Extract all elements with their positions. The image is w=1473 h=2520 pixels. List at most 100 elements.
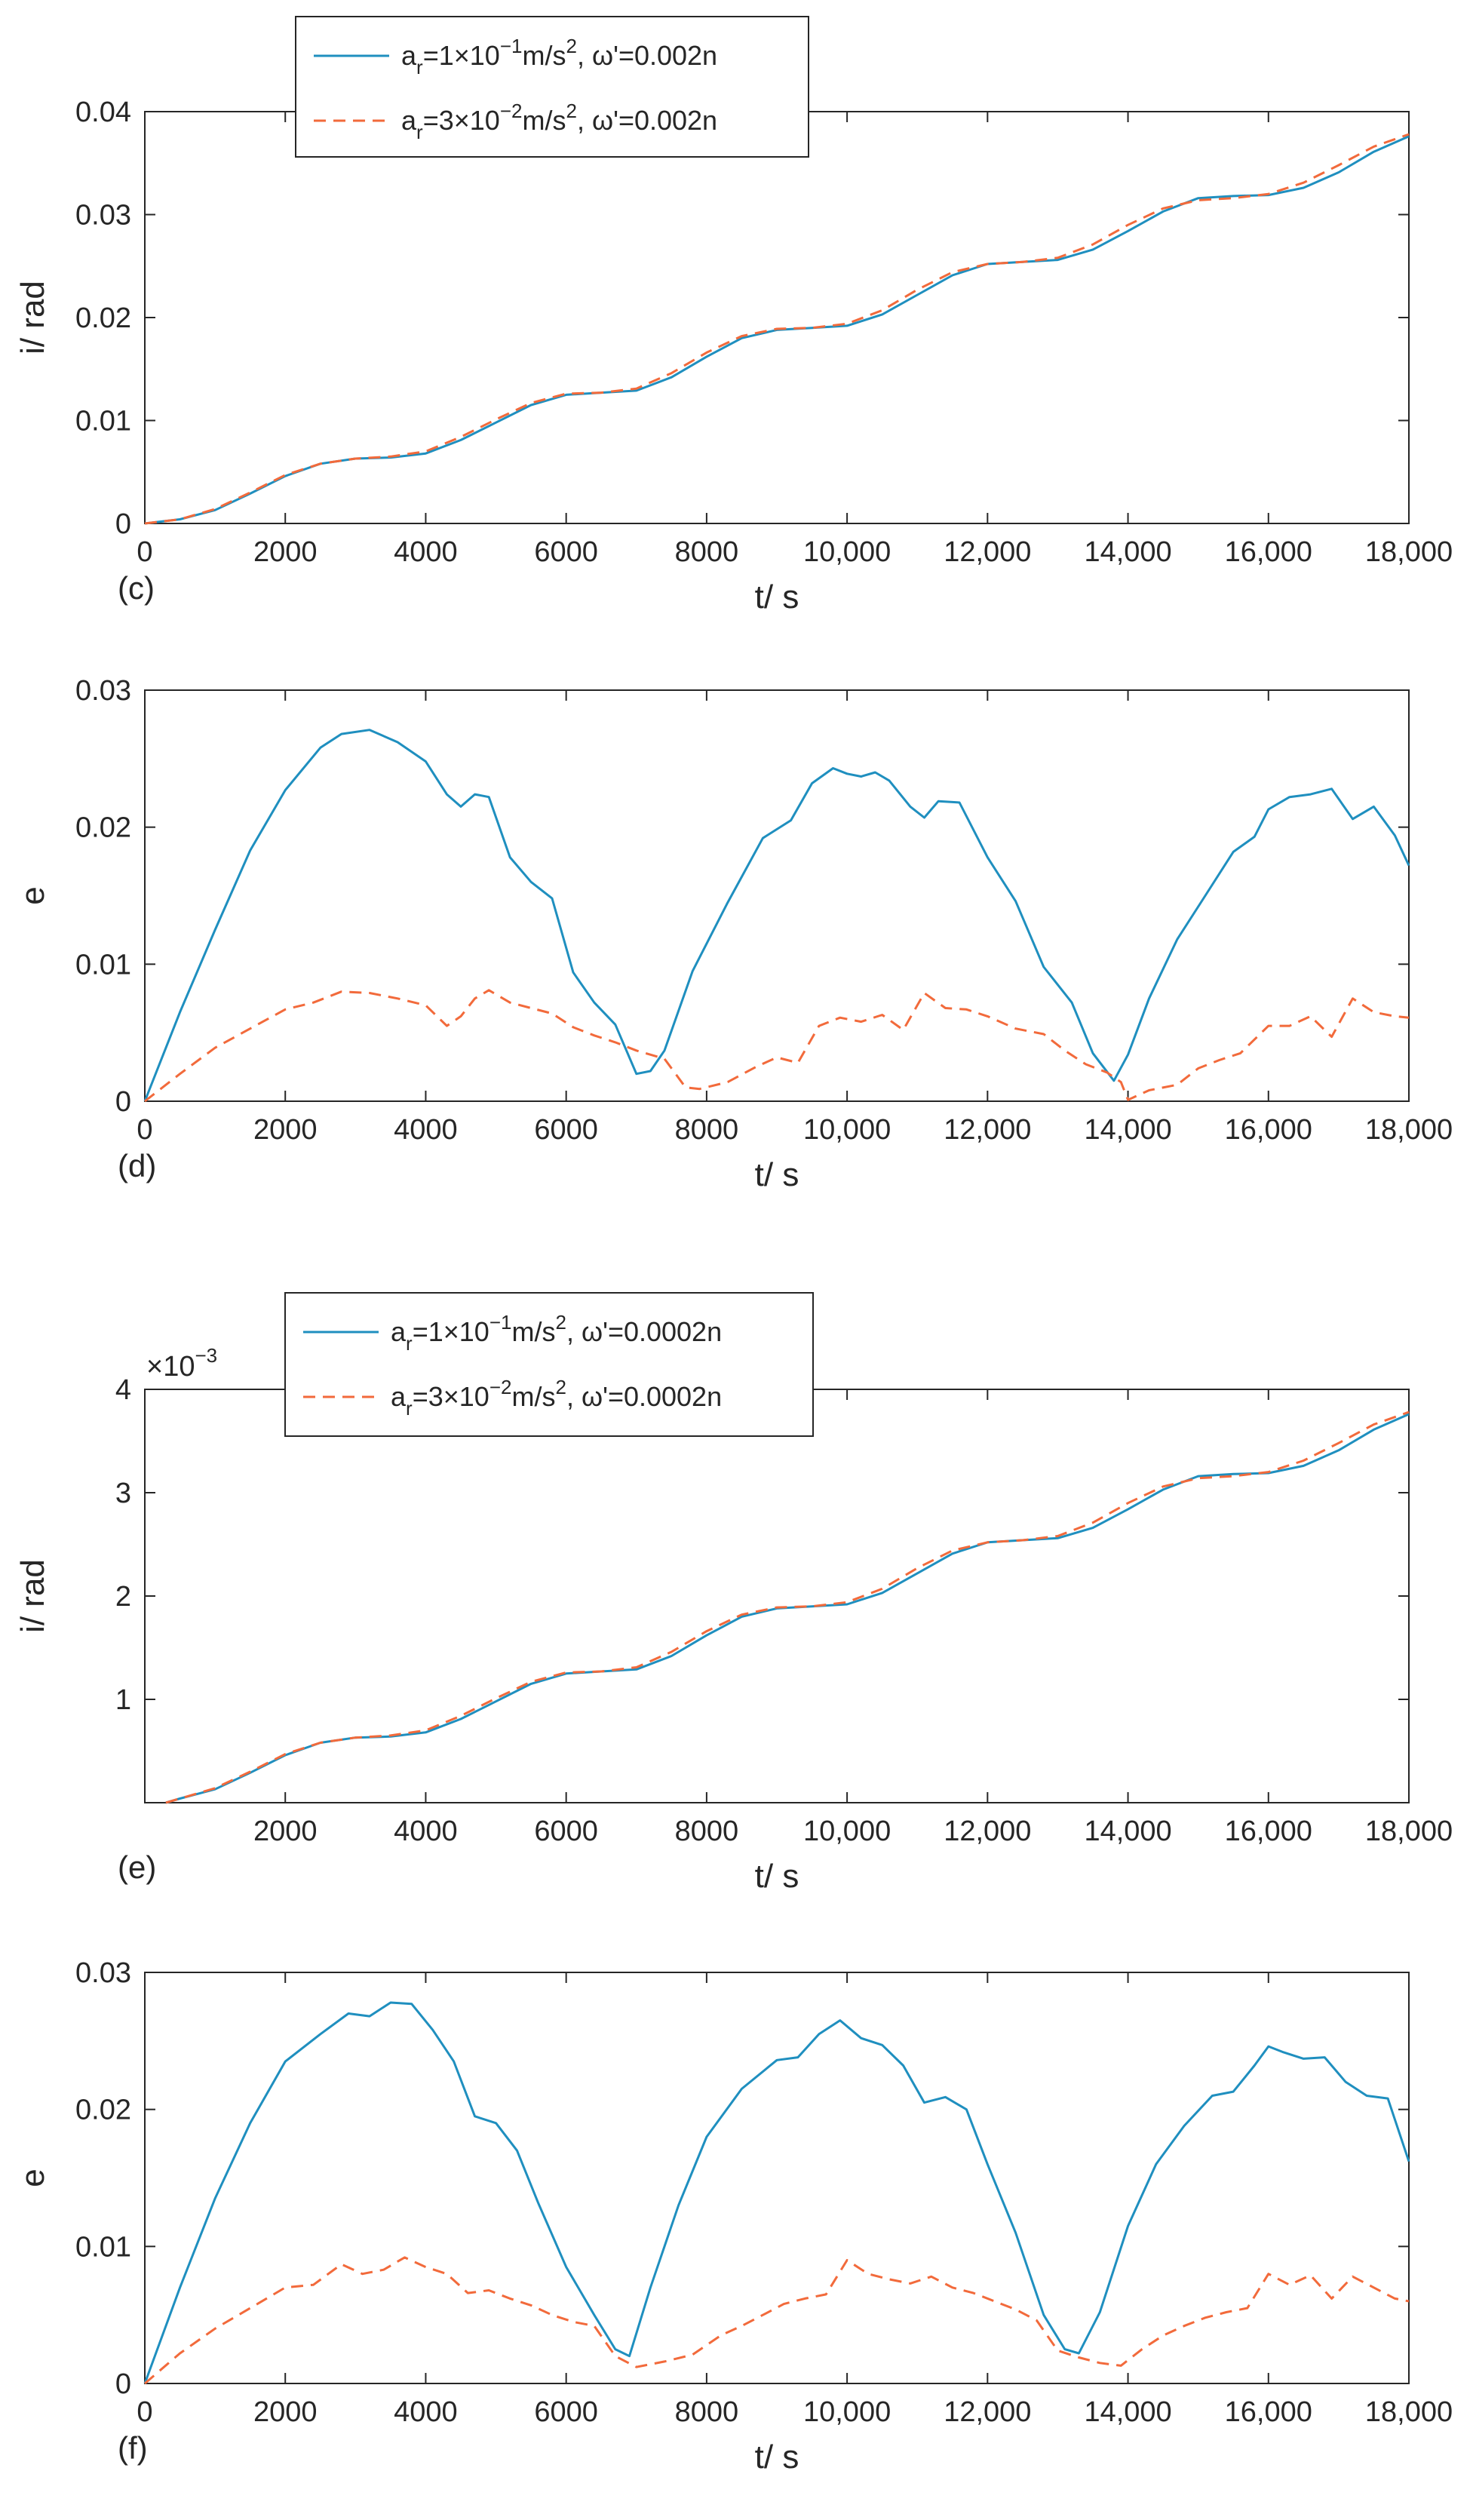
y-axis-label: e [14,2169,51,2187]
x-tick-label: 16,000 [1225,2396,1312,2428]
x-axis-label: t/ s [755,2439,799,2475]
x-tick-label: 10,000 [803,1816,891,1847]
legend-subscript: r [406,1397,413,1420]
y-tick-label: 0.03 [75,675,131,707]
x-tick-label: 12,000 [944,1816,1031,1847]
y-tick-label: 0.04 [75,97,131,128]
series-line-solid [143,729,1410,1102]
legend-entry-label: ar=1×10−1m/s2, ω'=0.0002n [391,1311,722,1355]
legend-omega: , ω'=0.0002n [566,1381,722,1412]
legend-box [284,1292,814,1437]
legend-entry-label: ar=3×10−2m/s2, ω'=0.0002n [391,1376,722,1420]
legend-exponent: −2 [500,100,523,122]
legend-subscript: r [416,121,423,143]
legend-coefficient: =1×10 [413,1316,489,1347]
legend-unit-exponent: 2 [555,1376,566,1398]
x-tick-label: 6000 [534,536,598,568]
legend-entry-label: ar=1×10−1m/s2, ω'=0.002n [401,35,717,78]
series-line-dashed [144,989,1410,1103]
x-tick-label: 4000 [394,536,458,568]
y-tick-label: 0.01 [75,2231,131,2263]
y-tick-label: 0.01 [75,406,131,437]
y-tick-label: 4 [115,1374,131,1406]
x-tick-label: 16,000 [1225,536,1312,568]
legend-subscript: r [416,56,423,78]
panel-label: (d) [118,1148,156,1183]
y-tick-label: 0.02 [75,2095,131,2126]
panel-label: (e) [118,1849,156,1885]
x-tick-label: 14,000 [1084,1816,1171,1847]
x-tick-label: 14,000 [1084,1114,1171,1146]
x-tick-label: 10,000 [803,1114,891,1146]
x-tick-label: 2000 [253,1114,318,1146]
legend-exponent: −1 [489,1311,512,1334]
chart-panel-d: 0 2000 4000 6000 8000 10,000 12,000 14,000 16,00… [14,675,1453,1193]
legend-unit-exponent: 2 [555,1311,566,1334]
legend-unit: m/s [511,1316,555,1347]
y-tick-label: 0.02 [75,812,131,844]
legend-unit: m/s [522,105,566,136]
x-tick-label: 6000 [534,1816,598,1847]
x-tick-label: 10,000 [803,536,891,568]
x-tick-label: 2000 [253,536,318,568]
legend-unit-exponent: 2 [566,100,576,122]
legend-omega: , ω'=0.0002n [566,1316,722,1347]
y-tick-label: 0.03 [75,1957,131,1989]
x-tick-label: 16,000 [1225,1816,1312,1847]
x-tick-label: 18,000 [1365,1816,1453,1847]
legend-subscript: r [406,1332,413,1355]
legend-exponent: −1 [500,35,523,57]
legend-exponent: −2 [489,1376,512,1398]
x-axis-label: t/ s [755,1858,799,1895]
y-axis-label: e [14,886,51,904]
x-tick-label: 18,000 [1365,536,1453,568]
legend-unit-exponent: 2 [566,35,576,57]
x-tick-label: 4000 [394,1114,458,1146]
legend-unit: m/s [511,1381,555,1412]
legend-box [295,16,809,158]
x-tick-label: 8000 [675,2396,739,2428]
x-tick-label: 8000 [675,536,739,568]
chart-panel-f: 0 2000 4000 6000 8000 10,000 12,000 14,000 16,00… [14,1957,1453,2475]
y-exponent-label: ×10−3 [146,1344,217,1383]
x-tick-label: 12,000 [944,1114,1031,1146]
series-line-dashed [144,133,1410,525]
x-tick-label: 4000 [394,2396,458,2428]
y-tick-label: 3 [115,1478,131,1509]
series-line-solid [165,1413,1410,1804]
x-axis-label: t/ s [755,579,799,615]
x-tick-label: 4000 [394,1816,458,1847]
x-tick-label: 12,000 [944,2396,1031,2428]
legend-coefficient: =1×10 [423,40,500,71]
axes-box [144,689,1410,1102]
x-axis-label: t/ s [755,1156,799,1193]
chart-panel-c: 0 2000 4000 6000 8000 10,000 12,000 14,000 16,00… [14,16,1453,615]
exponent-base: ×10 [146,1351,195,1383]
series-line-dashed [144,2256,1410,2385]
y-tick-label: 0.02 [75,302,131,334]
legend-base: a [391,1316,407,1347]
x-tick-label: 6000 [534,1114,598,1146]
legend-coefficient: =3×10 [413,1381,489,1412]
x-tick-label: 0 [137,2396,152,2428]
legend-base: a [391,1381,407,1412]
x-tick-label: 18,000 [1365,1114,1453,1146]
y-tick-label: 0 [115,1086,131,1118]
y-axis-label: i/ rad [14,281,51,355]
y-tick-label: 0 [115,508,131,540]
x-tick-label: 0 [137,536,152,568]
x-tick-label: 8000 [675,1816,739,1847]
x-tick-label: 2000 [253,1816,318,1847]
x-tick-label: 2000 [253,2396,318,2428]
legend-coefficient: =3×10 [423,105,500,136]
legend-base: a [401,105,417,136]
panel-label: (f) [118,2430,148,2466]
y-tick-label: 0 [115,2368,131,2400]
series-line-dashed [165,1410,1410,1804]
legend-entry-label: ar=3×10−2m/s2, ω'=0.002n [401,100,717,143]
legend: ar=1×10−1m/s2, ω'=0.0002nar=3×10−2m/s2, … [284,1292,814,1437]
x-tick-label: 14,000 [1084,536,1171,568]
series-line-solid [143,2001,1410,2384]
x-tick-label: 14,000 [1084,2396,1171,2428]
